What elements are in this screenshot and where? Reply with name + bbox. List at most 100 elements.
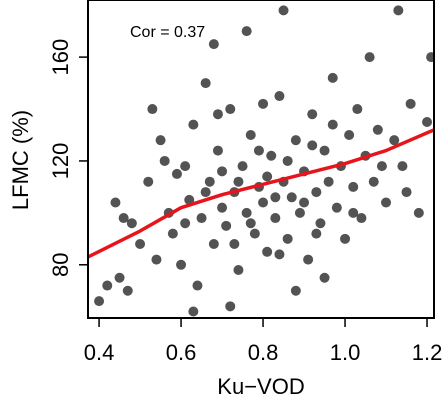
point: [171, 168, 182, 179]
point: [344, 129, 355, 140]
point: [258, 98, 269, 109]
point: [299, 197, 310, 208]
point: [331, 202, 342, 213]
point: [319, 272, 330, 283]
point: [270, 192, 281, 203]
x-tick-label: 0.4: [84, 340, 115, 365]
point: [294, 207, 305, 218]
point: [327, 119, 338, 130]
point: [307, 109, 318, 120]
point: [208, 239, 219, 250]
point: [188, 306, 199, 317]
point: [249, 228, 260, 239]
point: [151, 254, 162, 265]
point: [200, 187, 211, 198]
point: [311, 187, 322, 198]
point: [262, 171, 273, 182]
y-tick-label: 160: [48, 39, 73, 76]
point: [208, 39, 219, 50]
point: [204, 176, 215, 187]
x-axis-label: Ku−VOD: [217, 374, 304, 399]
point: [270, 213, 281, 224]
point: [266, 150, 277, 161]
point: [274, 249, 285, 260]
point: [262, 246, 273, 257]
y-tick-label: 120: [48, 143, 73, 180]
point: [319, 145, 330, 156]
point: [405, 98, 416, 109]
point: [221, 220, 232, 231]
point: [192, 280, 203, 291]
point: [348, 207, 359, 218]
point: [126, 218, 137, 229]
point: [253, 145, 264, 156]
point: [282, 155, 293, 166]
y-axis-label: LFMC (%): [8, 110, 33, 210]
point: [229, 239, 240, 250]
point: [237, 161, 248, 172]
point: [401, 187, 412, 198]
point: [356, 213, 367, 224]
point: [426, 52, 434, 63]
point: [94, 296, 105, 307]
point: [241, 26, 252, 37]
point: [376, 161, 387, 172]
point: [422, 117, 433, 128]
point: [241, 207, 252, 218]
point: [274, 91, 285, 102]
point: [217, 166, 228, 177]
point: [212, 145, 223, 156]
point: [180, 218, 191, 229]
point: [413, 207, 424, 218]
plot-frame: [87, 0, 435, 319]
annotation: Cor = 0.37: [130, 24, 205, 41]
point: [118, 213, 129, 224]
point: [217, 202, 228, 213]
point: [381, 197, 392, 208]
point: [196, 213, 207, 224]
point: [233, 176, 244, 187]
point: [307, 140, 318, 151]
point: [258, 197, 269, 208]
point: [159, 155, 170, 166]
x-tick-label: 0.6: [166, 340, 197, 365]
fit-line: [88, 128, 434, 259]
point: [225, 104, 236, 115]
y-tick-label: 80: [48, 253, 73, 277]
point: [147, 104, 158, 115]
point: [364, 52, 375, 63]
point: [340, 233, 351, 244]
point: [372, 124, 383, 135]
point: [122, 285, 133, 296]
point: [212, 109, 223, 120]
point: [389, 135, 400, 146]
point: [397, 161, 408, 172]
point: [311, 228, 322, 239]
point: [180, 161, 191, 172]
point: [245, 129, 256, 140]
point: [348, 181, 359, 192]
point: [327, 72, 338, 83]
point: [245, 218, 256, 229]
point: [176, 259, 187, 270]
point: [233, 264, 244, 275]
point: [143, 176, 154, 187]
point: [155, 135, 166, 146]
point: [303, 254, 314, 265]
point: [110, 197, 121, 208]
plot-area: [88, 5, 434, 317]
x-tick-label: 0.8: [248, 340, 279, 365]
x-tick-label: 1.0: [330, 340, 361, 365]
point: [167, 228, 178, 239]
point: [368, 176, 379, 187]
point: [225, 301, 236, 312]
point: [290, 285, 301, 296]
point: [282, 233, 293, 244]
point: [188, 119, 199, 130]
point: [135, 239, 146, 250]
point: [200, 78, 211, 89]
point: [352, 104, 363, 115]
point: [278, 5, 289, 16]
point: [286, 192, 297, 203]
